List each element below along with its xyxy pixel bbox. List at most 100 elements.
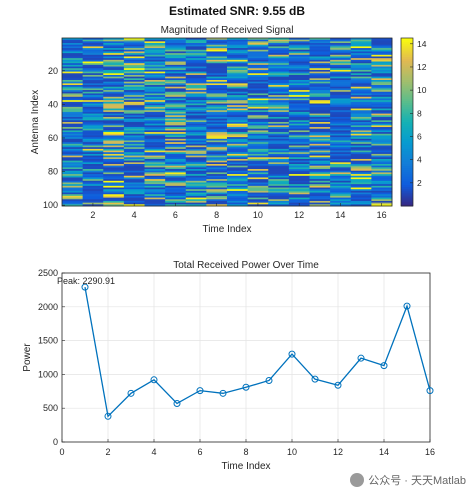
heatmap-cell [309, 194, 331, 197]
heatmap-cell [227, 39, 249, 42]
heatmap-cell [206, 64, 228, 67]
heatmap-cell [82, 142, 104, 145]
heatmap-cell [288, 130, 310, 133]
heatmap-cell [309, 59, 331, 62]
heatmap-cell [350, 133, 372, 136]
heatmap-cell [82, 85, 104, 88]
heatmap-cell [350, 150, 372, 153]
heatmap-cell [247, 64, 269, 67]
heatmap-cell [123, 140, 145, 143]
heatmap-cell [144, 199, 166, 202]
heatmap-cell [144, 76, 166, 79]
heatmap-cell [330, 86, 352, 89]
heatmap-cell [144, 138, 166, 141]
heatmap-cell [144, 48, 166, 51]
heatmap-cell [247, 162, 269, 165]
heatmap-cell [350, 148, 372, 151]
colorbar-segment [401, 56, 413, 60]
heatmap-cell [227, 95, 249, 98]
heatmap-cell [247, 170, 269, 173]
heatmap-cell [309, 46, 331, 49]
heatmap-cell [371, 53, 393, 56]
heatmap-cell [62, 61, 84, 64]
heatmap-cell [123, 68, 145, 71]
heatmap-cell [268, 69, 290, 72]
heatmap-cell [144, 189, 166, 192]
heatmap-cell [82, 162, 104, 165]
heatmap-cell [309, 85, 331, 88]
heatmap-cell [103, 100, 125, 103]
heatmap-cell [330, 147, 352, 150]
heatmap-cell [144, 169, 166, 172]
heatmap-cell [330, 39, 352, 42]
heatmap-cell [123, 153, 145, 156]
heatmap-cell [227, 56, 249, 59]
heatmap-cell [288, 41, 310, 44]
heatmap-cell [82, 174, 104, 177]
colorbar-tick-label: 2 [417, 178, 422, 188]
heatmap-cell [268, 46, 290, 49]
heatmap-cell [350, 165, 372, 168]
heatmap-cell [268, 100, 290, 103]
heatmap-cell [227, 78, 249, 81]
heatmap-cell [123, 116, 145, 120]
heatmap-cell [288, 110, 310, 113]
heatmap-cell [227, 73, 249, 76]
heatmap-cell [288, 98, 310, 101]
heatmap-cell [268, 123, 290, 126]
heatmap-cell [62, 177, 84, 180]
heatmap-cell [185, 132, 207, 135]
heatmap-cell [350, 113, 372, 116]
heatmap-cell [309, 106, 331, 109]
heatmap-cell [123, 130, 145, 133]
heatmap-cell [62, 120, 84, 123]
heatmap-cell [123, 138, 145, 141]
heatmap-cell [268, 200, 290, 204]
heatmap-cell [62, 157, 84, 160]
colorbar-segment [401, 138, 413, 142]
heatmap-cell [103, 187, 125, 190]
heatmap-cells [62, 38, 393, 207]
heatmap-cell [227, 147, 249, 150]
heatmap-cell [330, 138, 352, 141]
heatmap-cell [350, 177, 372, 180]
heatmap-cell [371, 170, 393, 173]
heatmap-cell [144, 53, 166, 56]
heatmap-cell [227, 38, 249, 41]
heatmap-cell [165, 158, 187, 162]
heatmap-cell [350, 152, 372, 155]
heatmap-cell [288, 199, 310, 202]
heatmap-cell [350, 187, 372, 190]
heatmap-cell [268, 118, 290, 121]
heatmap-cell [309, 128, 331, 131]
heatmap-cell [82, 69, 104, 72]
heatmap-cell [227, 175, 249, 178]
heatmap-cell [247, 110, 269, 113]
heatmap-cell [371, 133, 393, 136]
heatmap-cell [144, 200, 166, 204]
heatmap-cell [330, 73, 352, 76]
heatmap-cell [247, 111, 269, 114]
heatmap-cell [165, 147, 187, 150]
heatmap-cell [227, 74, 249, 78]
heatmap-cell [144, 66, 166, 69]
heatmap-cell [144, 113, 166, 116]
heatmap-cell [268, 143, 290, 146]
heatmap-cell [227, 142, 249, 145]
heatmap-cell [103, 88, 125, 91]
heatmap-cell [185, 91, 207, 94]
heatmap-cell [165, 90, 187, 93]
heatmap-cell [247, 140, 269, 143]
heatmap-cell [350, 83, 372, 86]
heatmap-cell [185, 155, 207, 158]
heatmap-cell [247, 135, 269, 138]
heatmap-cell [206, 127, 228, 130]
heatmap-cell [165, 170, 187, 173]
heatmap-cell [371, 39, 393, 42]
heatmap-cell [206, 177, 228, 180]
heatmap-cell [268, 133, 290, 136]
heatmap-cell [330, 113, 352, 116]
colorbar-segment [401, 48, 413, 52]
heatmap-cell [268, 175, 290, 178]
heatmap-cell [309, 122, 331, 125]
